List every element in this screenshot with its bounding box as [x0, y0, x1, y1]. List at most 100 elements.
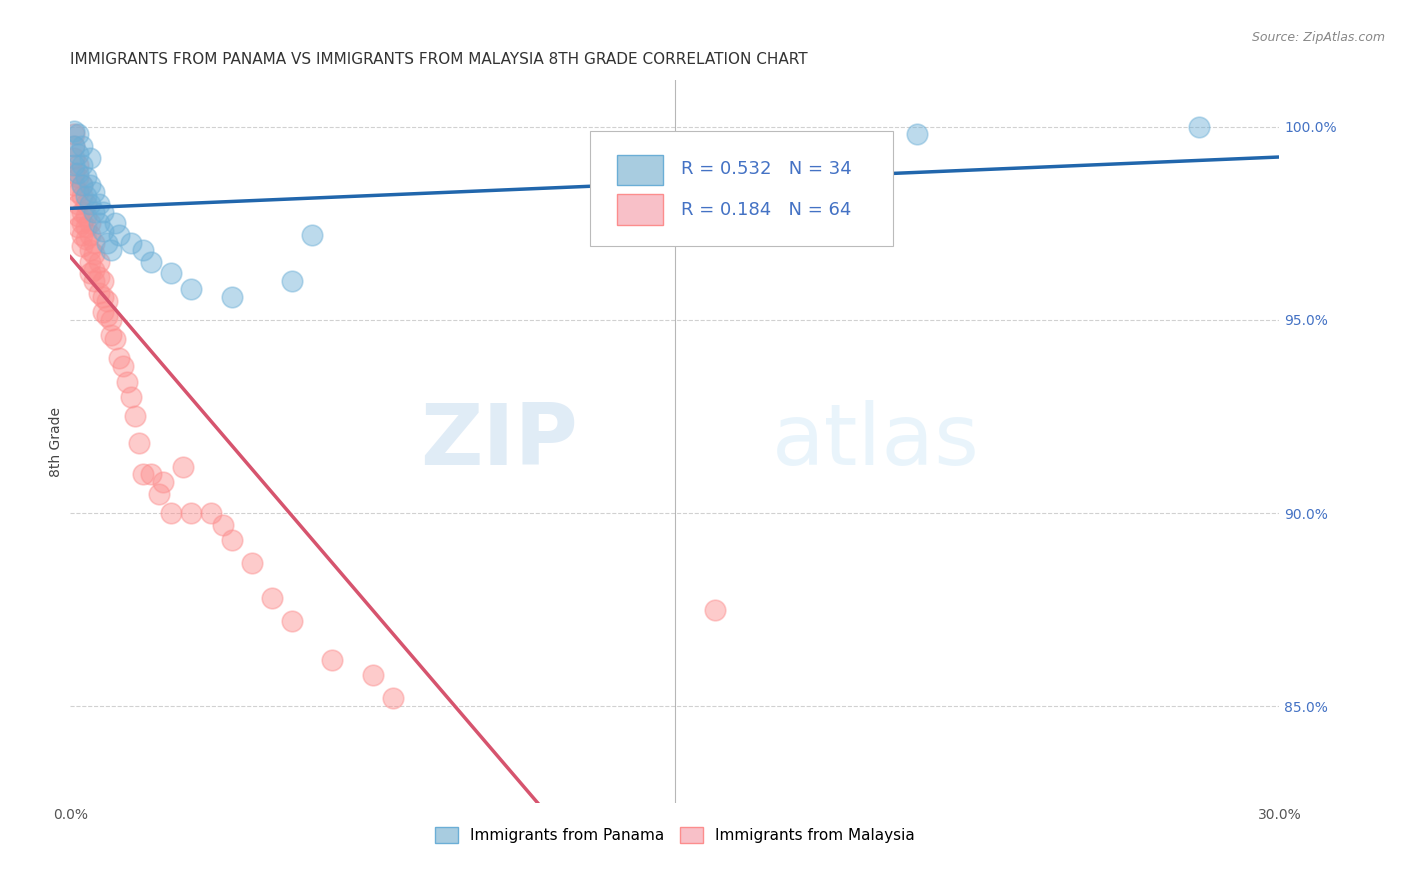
FancyBboxPatch shape: [617, 194, 662, 225]
Point: [79, 197, 101, 211]
Point: [83, 274, 105, 288]
Point: [100, 313, 122, 327]
Point: [260, 591, 283, 605]
Point: [221, 290, 243, 304]
Point: [75, 209, 97, 223]
Point: [87, 255, 110, 269]
Point: [107, 351, 129, 366]
Point: [67, 209, 90, 223]
Point: [91, 204, 114, 219]
Point: [139, 255, 162, 269]
Point: [83, 247, 105, 261]
Text: R = 0.532   N = 34: R = 0.532 N = 34: [681, 161, 852, 178]
Point: [96, 293, 118, 308]
Point: [72, 139, 94, 153]
Point: [132, 244, 155, 258]
Point: [67, 220, 90, 235]
Y-axis label: 8th Grade: 8th Grade: [49, 407, 63, 476]
Point: [91, 305, 114, 319]
Point: [63, 139, 86, 153]
Point: [72, 204, 94, 219]
Point: [83, 262, 105, 277]
Point: [704, 602, 727, 616]
Point: [120, 235, 142, 250]
FancyBboxPatch shape: [591, 131, 893, 246]
Point: [152, 475, 174, 489]
Point: [91, 290, 114, 304]
Point: [67, 128, 90, 142]
Point: [1188, 120, 1211, 134]
Point: [67, 146, 90, 161]
Point: [79, 216, 101, 230]
Point: [75, 189, 97, 203]
Point: [100, 328, 122, 343]
Point: [120, 390, 142, 404]
Point: [124, 409, 146, 424]
Point: [67, 169, 90, 184]
Point: [72, 189, 94, 203]
Text: R = 0.184   N = 64: R = 0.184 N = 64: [681, 201, 851, 219]
Point: [75, 197, 97, 211]
Point: [72, 178, 94, 192]
Point: [180, 506, 202, 520]
Point: [83, 186, 105, 200]
Point: [91, 224, 114, 238]
Point: [79, 267, 101, 281]
Point: [905, 128, 928, 142]
Point: [321, 653, 343, 667]
Title: IMMIGRANTS FROM PANAMA VS IMMIGRANTS FROM MALAYSIA 8TH GRADE CORRELATION CHART: IMMIGRANTS FROM PANAMA VS IMMIGRANTS FRO…: [70, 52, 808, 67]
Point: [79, 244, 101, 258]
Point: [128, 436, 150, 450]
Point: [172, 459, 194, 474]
Point: [104, 216, 127, 230]
Text: ZIP: ZIP: [420, 400, 578, 483]
Point: [240, 556, 263, 570]
Point: [100, 244, 122, 258]
Point: [79, 227, 101, 242]
Point: [67, 158, 90, 172]
Point: [148, 486, 170, 500]
Point: [381, 691, 404, 706]
Point: [63, 166, 86, 180]
Point: [72, 158, 94, 172]
Point: [72, 178, 94, 192]
Point: [75, 220, 97, 235]
Point: [72, 227, 94, 242]
Point: [63, 158, 86, 172]
Point: [87, 285, 110, 300]
Point: [83, 204, 105, 219]
Point: [281, 274, 304, 288]
Point: [63, 123, 86, 137]
Point: [87, 216, 110, 230]
Point: [79, 151, 101, 165]
Point: [75, 169, 97, 184]
Point: [72, 239, 94, 253]
Point: [96, 309, 118, 323]
Point: [301, 227, 323, 242]
Text: Source: ZipAtlas.com: Source: ZipAtlas.com: [1251, 31, 1385, 45]
Point: [67, 186, 90, 200]
Point: [160, 506, 183, 520]
Point: [111, 359, 134, 374]
Point: [63, 139, 86, 153]
Point: [91, 274, 114, 288]
Point: [361, 668, 384, 682]
Point: [96, 235, 118, 250]
Legend: Immigrants from Panama, Immigrants from Malaysia: Immigrants from Panama, Immigrants from …: [429, 822, 921, 849]
Point: [180, 282, 202, 296]
Point: [79, 255, 101, 269]
Point: [67, 166, 90, 180]
Point: [115, 375, 138, 389]
Point: [107, 227, 129, 242]
Point: [160, 267, 183, 281]
FancyBboxPatch shape: [617, 154, 662, 185]
Point: [212, 517, 235, 532]
Point: [139, 467, 162, 482]
Point: [221, 533, 243, 547]
Point: [83, 235, 105, 250]
Point: [87, 197, 110, 211]
Text: atlas: atlas: [772, 400, 980, 483]
Point: [63, 178, 86, 192]
Point: [104, 332, 127, 346]
Point: [63, 151, 86, 165]
